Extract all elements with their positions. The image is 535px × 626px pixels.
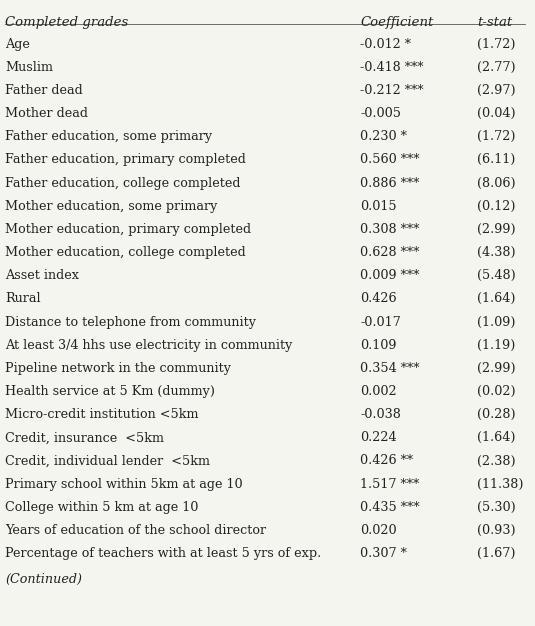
Text: Rural: Rural xyxy=(5,292,41,305)
Text: (1.67): (1.67) xyxy=(477,547,515,560)
Text: t-stat: t-stat xyxy=(477,16,512,29)
Text: (Continued): (Continued) xyxy=(5,573,82,587)
Text: Mother education, primary completed: Mother education, primary completed xyxy=(5,223,251,236)
Text: (2.99): (2.99) xyxy=(477,223,516,236)
Text: (1.72): (1.72) xyxy=(477,130,515,143)
Text: -0.038: -0.038 xyxy=(361,408,401,421)
Text: 0.224: 0.224 xyxy=(361,431,397,444)
Text: 0.308 ***: 0.308 *** xyxy=(361,223,420,236)
Text: 0.426: 0.426 xyxy=(361,292,397,305)
Text: (1.19): (1.19) xyxy=(477,339,515,352)
Text: (4.38): (4.38) xyxy=(477,246,516,259)
Text: (0.02): (0.02) xyxy=(477,385,516,398)
Text: (0.04): (0.04) xyxy=(477,107,516,120)
Text: Credit, individual lender  <5km: Credit, individual lender <5km xyxy=(5,454,210,468)
Text: (1.09): (1.09) xyxy=(477,316,515,329)
Text: Years of education of the school director: Years of education of the school directo… xyxy=(5,524,266,537)
Text: 0.109: 0.109 xyxy=(361,339,397,352)
Text: 0.009 ***: 0.009 *** xyxy=(361,269,420,282)
Text: 0.886 ***: 0.886 *** xyxy=(361,177,420,190)
Text: Pipeline network in the community: Pipeline network in the community xyxy=(5,362,231,375)
Text: (1.64): (1.64) xyxy=(477,292,515,305)
Text: -0.418 ***: -0.418 *** xyxy=(361,61,424,74)
Text: (1.72): (1.72) xyxy=(477,38,515,51)
Text: Asset index: Asset index xyxy=(5,269,79,282)
Text: (2.77): (2.77) xyxy=(477,61,516,74)
Text: (8.06): (8.06) xyxy=(477,177,516,190)
Text: 0.628 ***: 0.628 *** xyxy=(361,246,420,259)
Text: Primary school within 5km at age 10: Primary school within 5km at age 10 xyxy=(5,478,243,491)
Text: (0.93): (0.93) xyxy=(477,524,516,537)
Text: Mother dead: Mother dead xyxy=(5,107,88,120)
Text: (2.99): (2.99) xyxy=(477,362,516,375)
Text: Muslim: Muslim xyxy=(5,61,54,74)
Text: 0.354 ***: 0.354 *** xyxy=(361,362,420,375)
Text: 0.435 ***: 0.435 *** xyxy=(361,501,420,514)
Text: 1.517 ***: 1.517 *** xyxy=(361,478,419,491)
Text: College within 5 km at age 10: College within 5 km at age 10 xyxy=(5,501,198,514)
Text: 0.426 **: 0.426 ** xyxy=(361,454,414,468)
Text: Coefficient: Coefficient xyxy=(361,16,434,29)
Text: 0.230 *: 0.230 * xyxy=(361,130,407,143)
Text: 0.020: 0.020 xyxy=(361,524,397,537)
Text: Father education, primary completed: Father education, primary completed xyxy=(5,153,246,167)
Text: At least 3/4 hhs use electricity in community: At least 3/4 hhs use electricity in comm… xyxy=(5,339,293,352)
Text: Micro-credit institution <5km: Micro-credit institution <5km xyxy=(5,408,199,421)
Text: Mother education, some primary: Mother education, some primary xyxy=(5,200,218,213)
Text: Percentage of teachers with at least 5 yrs of exp.: Percentage of teachers with at least 5 y… xyxy=(5,547,322,560)
Text: (6.11): (6.11) xyxy=(477,153,515,167)
Text: -0.017: -0.017 xyxy=(361,316,401,329)
Text: 0.002: 0.002 xyxy=(361,385,397,398)
Text: (11.38): (11.38) xyxy=(477,478,523,491)
Text: (2.97): (2.97) xyxy=(477,84,516,97)
Text: Health service at 5 Km (dummy): Health service at 5 Km (dummy) xyxy=(5,385,215,398)
Text: Completed grades: Completed grades xyxy=(5,16,128,29)
Text: Age: Age xyxy=(5,38,30,51)
Text: Mother education, college completed: Mother education, college completed xyxy=(5,246,246,259)
Text: -0.212 ***: -0.212 *** xyxy=(361,84,424,97)
Text: (1.64): (1.64) xyxy=(477,431,515,444)
Text: (5.30): (5.30) xyxy=(477,501,516,514)
Text: Distance to telephone from community: Distance to telephone from community xyxy=(5,316,256,329)
Text: (0.28): (0.28) xyxy=(477,408,516,421)
Text: (5.48): (5.48) xyxy=(477,269,516,282)
Text: 0.307 *: 0.307 * xyxy=(361,547,407,560)
Text: 0.015: 0.015 xyxy=(361,200,397,213)
Text: Father education, college completed: Father education, college completed xyxy=(5,177,241,190)
Text: Father education, some primary: Father education, some primary xyxy=(5,130,212,143)
Text: (0.12): (0.12) xyxy=(477,200,515,213)
Text: (2.38): (2.38) xyxy=(477,454,516,468)
Text: Father dead: Father dead xyxy=(5,84,83,97)
Text: -0.005: -0.005 xyxy=(361,107,401,120)
Text: 0.560 ***: 0.560 *** xyxy=(361,153,420,167)
Text: -0.012 *: -0.012 * xyxy=(361,38,411,51)
Text: Credit, insurance  <5km: Credit, insurance <5km xyxy=(5,431,164,444)
